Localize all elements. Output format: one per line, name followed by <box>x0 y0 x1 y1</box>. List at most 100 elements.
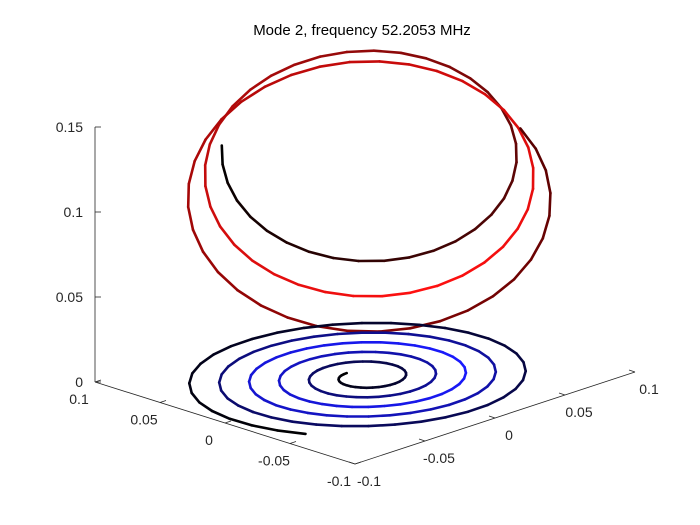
series-segment <box>463 391 480 401</box>
series-segment <box>249 386 258 396</box>
series-segment <box>517 126 530 149</box>
series-segment <box>302 323 334 330</box>
series-segment <box>384 331 410 336</box>
series-segment <box>226 181 239 202</box>
series-segment <box>501 227 520 248</box>
y-tick-mark <box>224 420 232 424</box>
series-segment <box>486 395 505 407</box>
y-tick-label: -0.05 <box>258 453 290 469</box>
ticks-group: -0.1-0.0500.050.1-0.1-0.0500.050.100.050… <box>56 119 659 489</box>
series-segment <box>477 349 490 360</box>
series-segment <box>502 179 514 200</box>
series-segment <box>331 256 360 263</box>
series-segment <box>289 408 309 415</box>
series-segment <box>235 199 252 218</box>
series-segment <box>428 347 445 354</box>
chart-title: Mode 2, frequency 52.2053 MHz <box>253 22 471 39</box>
series-segment <box>409 355 422 361</box>
series-segment <box>544 169 552 195</box>
series-segment <box>216 270 239 292</box>
series-segment <box>438 309 470 323</box>
series-segment <box>541 214 551 240</box>
series-segment <box>378 340 400 345</box>
series-segment <box>318 50 349 58</box>
series-segment <box>314 423 344 428</box>
series-segment <box>377 326 412 333</box>
series-segment <box>388 392 402 397</box>
series-segment <box>460 261 486 278</box>
series-segment <box>444 410 470 419</box>
series-segment <box>237 350 255 361</box>
series-segment <box>188 381 193 395</box>
series-segment <box>188 372 194 385</box>
series-segment <box>275 429 307 436</box>
series-segment <box>419 415 448 424</box>
series-segment <box>408 284 439 295</box>
series-segment <box>344 360 356 365</box>
series-segment <box>409 408 433 415</box>
series-segment <box>399 400 418 406</box>
series-segment <box>283 365 293 373</box>
series-segment <box>491 277 516 298</box>
series-segment <box>249 367 258 377</box>
series-segment <box>428 392 444 400</box>
series-segment <box>209 205 222 228</box>
series-segment <box>335 404 354 409</box>
series-segment <box>204 118 223 141</box>
series-segment <box>328 362 339 368</box>
x-tick-mark <box>488 415 496 419</box>
z-tick-label: 0.15 <box>56 119 83 135</box>
series-segment <box>393 420 423 426</box>
series-segment <box>289 361 302 369</box>
series-segment <box>503 344 518 355</box>
series-segment <box>228 417 253 427</box>
series-segment <box>399 390 412 396</box>
series-segment <box>519 127 538 150</box>
series-segment <box>448 65 472 80</box>
x-tick-mark <box>628 369 636 373</box>
series-segment <box>324 290 355 298</box>
series-segment <box>380 291 412 298</box>
series-segment <box>274 403 292 411</box>
series-segment <box>198 401 214 413</box>
series-segment <box>389 321 421 327</box>
series-segment <box>526 187 535 211</box>
series-segment <box>336 331 363 336</box>
series-segment <box>217 372 223 384</box>
series-segment <box>486 356 496 366</box>
series-segment <box>231 88 252 108</box>
series-segment <box>417 384 428 391</box>
series-segment <box>220 365 230 376</box>
series-segment <box>290 335 316 342</box>
z-tick-label: 0 <box>75 374 83 390</box>
series-segment <box>429 403 451 411</box>
series-segment <box>259 304 289 319</box>
series-segment <box>248 74 273 92</box>
series-segment <box>229 337 254 348</box>
series-segment <box>262 398 278 407</box>
series-segment <box>212 344 233 356</box>
series-segment <box>293 55 322 66</box>
x-tick-label: 0.05 <box>565 404 592 420</box>
series-segment <box>521 369 528 382</box>
series-segment <box>297 396 311 403</box>
series-segment <box>326 392 339 397</box>
series-segment <box>345 49 376 54</box>
series-segment <box>270 339 293 348</box>
series-upper-helix <box>186 49 552 333</box>
series-segment <box>221 163 229 185</box>
series-segment <box>275 326 306 335</box>
series-segment <box>341 340 363 345</box>
series-segment <box>399 51 428 60</box>
series-segment <box>515 352 525 364</box>
series-segment <box>263 73 293 89</box>
series-segment <box>186 205 195 232</box>
series-segment <box>473 213 493 231</box>
z-tick-label: 0.1 <box>64 204 84 220</box>
series-segment <box>366 404 386 409</box>
series-segment <box>366 423 397 428</box>
series-segment <box>435 69 464 83</box>
series-segment <box>450 382 461 391</box>
series-segment <box>413 344 432 350</box>
series-segment <box>251 331 279 341</box>
